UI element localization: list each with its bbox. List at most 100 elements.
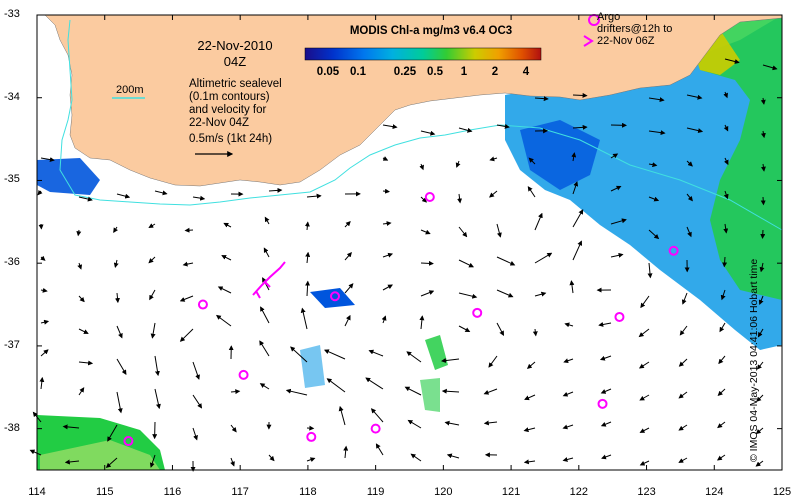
velocity-arrow [678,391,688,399]
velocity-arrow [382,156,389,161]
velocity-arrow [154,355,160,377]
x-tick-label: 117 [231,486,249,498]
x-tick-label: 123 [637,486,656,498]
date-time: 04Z [223,54,247,69]
velocity-arrow [600,421,612,427]
x-tick-label: 118 [299,486,317,498]
velocity-arrow [678,457,688,463]
velocity-arrow [223,222,232,228]
velocity-arrow [457,193,463,204]
velocity-arrow [760,163,766,172]
velocity-arrow [382,124,398,130]
colorbar-tick: 0.05 [316,66,340,78]
velocity-arrow [523,459,536,465]
credit-text: © IMOS 04-May-2013 04:41:06 Hobart time [748,258,760,462]
velocity-arrow [113,259,119,268]
altimetry-line: Altimetric sealevel [189,78,282,90]
altimetry-line: 22-Nov 04Z [189,117,250,129]
velocity-arrow [290,346,308,363]
velocity-arrow [368,349,384,357]
y-tick-label: -38 [4,421,20,434]
velocity-arrow [285,388,308,396]
argo-legend-line: 22-Nov 06Z [597,35,655,47]
velocity-arrow [420,260,434,266]
x-tick-label: 124 [705,486,724,498]
velocity-arrow [524,394,536,401]
velocity-arrow [723,190,729,200]
velocity-arrow [647,262,653,279]
plot-frame [36,14,783,471]
argo-legend: Argo drifters@12h to 22-Nov 06Z [597,11,717,47]
velocity-arrow [217,286,232,294]
chl-patch-mid4 [300,345,325,388]
velocity-arrow [720,289,726,301]
velocity-arrow [116,325,123,339]
velocity-arrow [571,152,577,162]
velocity-arrow [344,283,354,294]
velocity-arrow [365,377,384,390]
velocity-arrow [259,340,270,357]
velocity-arrow [404,386,422,396]
velocity-arrow [179,328,194,342]
velocity-arrow [116,391,123,414]
velocity-arrow [762,64,778,71]
velocity-arrow [192,394,203,409]
velocity-arrow [215,314,232,327]
velocity-arrow [344,252,352,261]
land-australia [37,14,783,187]
velocity-arrow [264,216,270,225]
velocity-arrow [458,226,468,238]
velocity-arrow [638,328,650,338]
velocity-arrow [154,388,161,410]
velocity-arrow [39,376,45,390]
velocity-arrow [78,328,89,334]
velocity-arrow [723,91,728,99]
velocity-arrow [723,157,729,166]
velocity-arrow [496,322,504,336]
velocity-arrow [381,315,387,324]
velocity-arrow [419,163,424,171]
velocity-arrow [458,325,471,332]
velocity-arrow [610,252,624,258]
date-day: 22-Nov-2010 [197,38,273,53]
velocity-arrow [37,189,43,196]
velocity-arrow [723,223,729,234]
velocity-arrow [382,284,393,291]
velocity-arrow [382,252,394,258]
velocity-arrow [532,328,538,337]
velocity-arrow [76,229,82,237]
velocity-arrow [230,389,241,395]
velocity-arrow [483,388,498,395]
velocity-arrow [562,391,574,397]
argo-float-marker [614,311,625,322]
velocity-arrow [105,457,118,468]
velocity-arrow [263,247,270,258]
velocity-arrow [755,427,764,435]
velocity-arrow [686,193,693,202]
velocity-arrow [77,262,83,270]
velocity-arrow [562,457,574,462]
velocity-arrow [756,361,764,370]
x-tick-label: 121 [501,486,521,498]
velocity-arrow [375,443,384,456]
velocity-arrow [458,127,473,133]
velocity-arrow [523,427,536,433]
velocity-arrow [760,229,766,239]
velocity-arrow [757,328,764,338]
velocity-arrow [182,261,194,267]
velocity-arrow [534,212,543,231]
date-label: 22-Nov-2010 04Z [190,38,280,70]
velocity-arrow [496,256,516,266]
velocity-arrow [723,124,729,132]
argo-float-marker [306,431,317,442]
argo-track [252,261,286,299]
velocity-arrow [64,459,80,465]
velocity-arrow [528,157,536,165]
chl-patch-mid3 [420,378,440,412]
y-tick-label: -36 [4,256,20,269]
velocity-arrow [496,123,510,129]
velocity-arrow [716,454,726,461]
argo-float-marker [597,398,608,409]
velocity-arrow [760,130,766,139]
velocity-arrow [150,322,156,339]
